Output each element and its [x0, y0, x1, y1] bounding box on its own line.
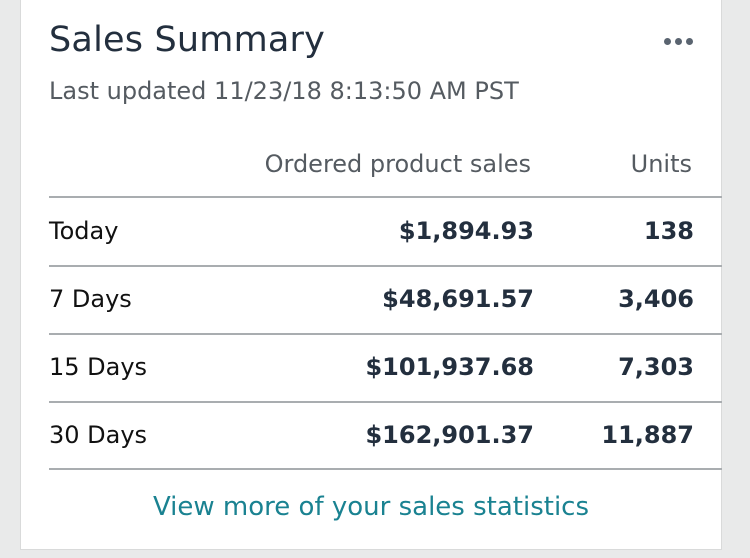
- period-label: 15 Days: [49, 353, 148, 381]
- more-dots-icon: [663, 37, 671, 45]
- period-label: 30 Days: [49, 421, 148, 449]
- view-more-sales-statistics-link[interactable]: View more of your sales statistics: [152, 492, 590, 522]
- units-value: 138: [643, 217, 694, 245]
- sales-value: $48,691.57: [382, 285, 534, 313]
- sales-summary-card: Sales Summary Last updated 11/23/18 8:13…: [20, 0, 722, 550]
- divider: [49, 468, 722, 470]
- sales-value: $1,894.93: [398, 217, 534, 245]
- divider: [49, 401, 722, 403]
- table-row: Today $1,894.93 138: [49, 200, 694, 266]
- sales-value: $162,901.37: [365, 421, 534, 449]
- divider: [49, 265, 722, 267]
- last-updated-text: Last updated 11/23/18 8:13:50 AM PST: [49, 77, 519, 105]
- table-row: 15 Days $101,937.68 7,303: [49, 336, 694, 402]
- more-options-button[interactable]: [653, 26, 703, 56]
- more-dots-icon: [685, 37, 693, 45]
- card-title: Sales Summary: [49, 20, 326, 60]
- more-dots-icon: [674, 37, 682, 45]
- units-value: 3,406: [618, 285, 694, 313]
- divider: [49, 333, 722, 335]
- units-value: 11,887: [601, 421, 694, 449]
- period-label: Today: [49, 217, 119, 245]
- table-row: 7 Days $48,691.57 3,406: [49, 268, 694, 334]
- column-header-ordered-product-sales: Ordered product sales: [264, 150, 531, 178]
- divider: [49, 196, 722, 198]
- table-row: 30 Days $162,901.37 11,887: [49, 404, 694, 470]
- units-value: 7,303: [618, 353, 694, 381]
- column-header-units: Units: [630, 150, 692, 178]
- sales-value: $101,937.68: [365, 353, 534, 381]
- period-label: 7 Days: [49, 285, 132, 313]
